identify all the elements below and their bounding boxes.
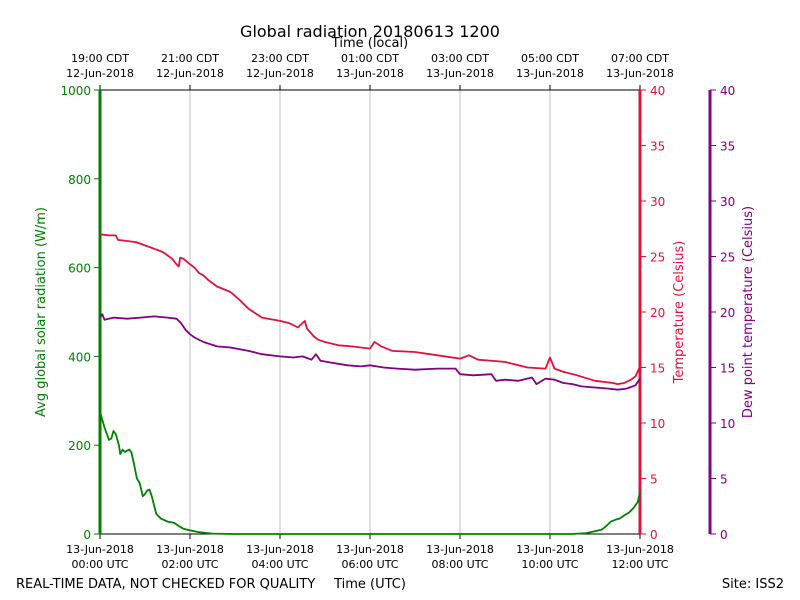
chart-marks: 19:00 CDT 12-Jun-2018 21:00 CDT 12-Jun-2018…	[60, 52, 735, 571]
top-tick-label: 23:00 CDT	[251, 52, 309, 65]
top-axis-title: Time (local)	[331, 36, 408, 51]
radiation-tick-label: 200	[68, 439, 91, 453]
top-tick-label: 12-Jun-2018	[246, 67, 314, 80]
top-tick-label: 03:00 CDT	[431, 52, 489, 65]
bottom-tick-label: 13-Jun-2018	[606, 543, 674, 556]
top-tick-label: 01:00 CDT	[341, 52, 399, 65]
top-tick-label: 13-Jun-2018	[336, 67, 404, 80]
bottom-tick-label: 06:00 UTC	[341, 558, 398, 571]
temperature-line	[99, 233, 641, 386]
dewpoint-line	[99, 313, 641, 391]
top-tick-label: 13-Jun-2018	[606, 67, 674, 80]
bottom-axis-title: Time (UTC)	[333, 577, 406, 592]
bottom-tick-label: 00:00 UTC	[71, 558, 128, 571]
bottom-tick-label: 13-Jun-2018	[66, 543, 134, 556]
bottom-tick-label: 08:00 UTC	[431, 558, 488, 571]
bottom-tick-label: 12:00 UTC	[611, 558, 668, 571]
top-tick-label: 21:00 CDT	[161, 52, 219, 65]
temperature-tick-label: 20	[650, 306, 665, 320]
footer-quality-note: REAL-TIME DATA, NOT CHECKED FOR QUALITY	[16, 577, 315, 592]
radiation-axis-label: Avg global solar radiation (W/m)	[34, 207, 49, 417]
bottom-tick-label: 13-Jun-2018	[246, 543, 314, 556]
dewpoint-tick-label: 35	[720, 140, 735, 154]
dewpoint-tick-label: 15	[720, 362, 735, 376]
top-tick-label: 07:00 CDT	[611, 52, 669, 65]
chart-title: Global radiation 20180613 1200	[240, 22, 500, 41]
temperature-tick-label: 10	[650, 417, 665, 431]
dewpoint-tick-label: 20	[720, 306, 735, 320]
bottom-tick-label: 04:00 UTC	[251, 558, 308, 571]
bottom-tick-label: 10:00 UTC	[521, 558, 578, 571]
bottom-tick-label: 02:00 UTC	[161, 558, 218, 571]
temperature-tick-label: 25	[650, 251, 665, 265]
dewpoint-tick-label: 0	[720, 528, 728, 542]
radiation-tick-label: 600	[68, 262, 91, 276]
top-tick-label: 13-Jun-2018	[426, 67, 494, 80]
bottom-tick-label: 13-Jun-2018	[156, 543, 224, 556]
dewpoint-tick-label: 40	[720, 84, 735, 98]
top-tick-label: 12-Jun-2018	[156, 67, 224, 80]
temperature-tick-label: 40	[650, 84, 665, 98]
bottom-tick-label: 13-Jun-2018	[516, 543, 584, 556]
dewpoint-tick-label: 5	[720, 473, 728, 487]
dewpoint-axis-label: Dew point temperature (Celsius)	[741, 206, 756, 418]
top-tick-label: 19:00 CDT	[71, 52, 129, 65]
radiation-line	[99, 411, 641, 535]
footer-site: Site: ISS2	[722, 577, 784, 592]
radiation-tick-label: 1000	[60, 84, 91, 98]
temperature-tick-label: 5	[650, 473, 658, 487]
bottom-tick-label: 13-Jun-2018	[336, 543, 404, 556]
dewpoint-tick-label: 30	[720, 195, 735, 209]
dewpoint-tick-label: 25	[720, 251, 735, 265]
radiation-tick-label: 800	[68, 173, 91, 187]
top-tick-label: 12-Jun-2018	[66, 67, 134, 80]
temperature-tick-label: 35	[650, 140, 665, 154]
temperature-tick-label: 0	[650, 528, 658, 542]
dewpoint-tick-label: 10	[720, 417, 735, 431]
temperature-axis-label: Temperature (Celsius)	[672, 241, 687, 385]
temperature-tick-label: 15	[650, 362, 665, 376]
bottom-tick-label: 13-Jun-2018	[426, 543, 494, 556]
top-tick-label: 05:00 CDT	[521, 52, 579, 65]
radiation-tick-label: 0	[83, 528, 91, 542]
top-tick-label: 13-Jun-2018	[516, 67, 584, 80]
radiation-tick-label: 400	[68, 350, 91, 364]
temperature-tick-label: 30	[650, 195, 665, 209]
